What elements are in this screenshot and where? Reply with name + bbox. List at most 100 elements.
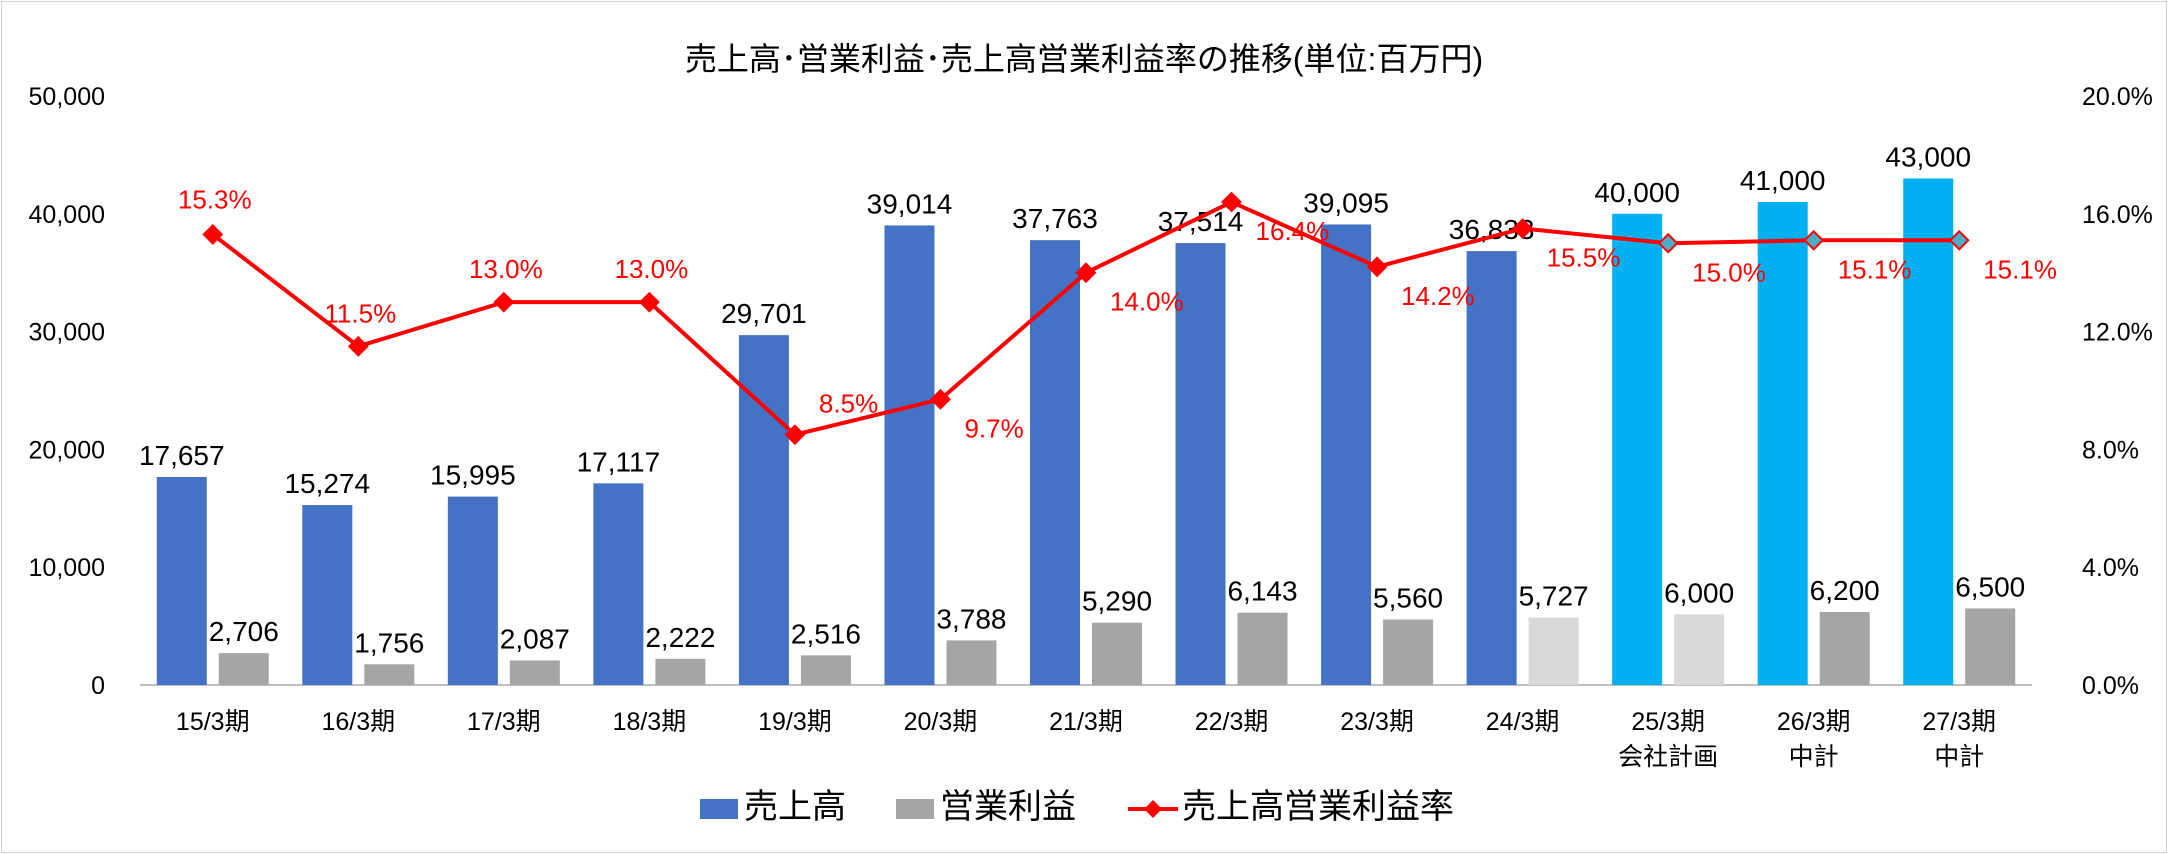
profit-rate-value-label: 15.1%: [1838, 254, 1912, 284]
y-right-tick-label: 4.0%: [2082, 554, 2139, 582]
operating-profit-value-label: 2,516: [791, 618, 861, 649]
operating-profit-bar: [218, 653, 269, 685]
x-tick-label: 18/3期: [613, 708, 687, 736]
operating-profit-bar: [800, 655, 851, 685]
y-right-tick-label: 12.0%: [2082, 319, 2153, 347]
legend-sales-label: 売上高: [744, 788, 846, 826]
sales-bar: [1612, 213, 1663, 686]
profit-rate-value-label: 15.3%: [178, 184, 252, 214]
x-tick-label: 21/3期: [1049, 708, 1123, 736]
profit-rate-marker: [930, 388, 951, 410]
operating-profit-value-label: 3,788: [936, 603, 1006, 634]
profit-rate-series-line: [211, 200, 1960, 437]
profit-rate-value-label: 16.4%: [1256, 216, 1330, 246]
profit-rate-marker: [1075, 262, 1097, 284]
profit-rate-value-label: 11.5%: [324, 298, 396, 328]
sales-bar: [1321, 224, 1372, 685]
x-tick-label: 会社計画: [1618, 743, 1718, 771]
operating-profit-value-label: 2,222: [645, 622, 715, 653]
y-left-tick-label: 20,000: [29, 436, 105, 464]
sales-bar: [593, 483, 644, 685]
y-axis-left: 0 10,000 20,000 30,000 40,000 50,000: [29, 83, 105, 700]
x-tick-label: 26/3期: [1777, 708, 1851, 736]
sales-bar: [1175, 243, 1226, 685]
y-left-tick-label: 30,000: [29, 319, 105, 347]
legend-sales-swatch: [700, 799, 738, 819]
profit-rate-marker: [1803, 229, 1825, 251]
profit-rate-value-label: 13.0%: [469, 254, 543, 284]
chart-title: 売上高･営業利益･売上高営業利益率の推移(単位:百万円): [685, 41, 1483, 77]
operating-profit-value-label: 5,727: [1519, 581, 1589, 612]
profit-rate-value-label: 14.0%: [1110, 287, 1184, 317]
sales-value-label: 37,763: [1012, 203, 1098, 234]
sales-bar: [884, 225, 935, 685]
sales-bar: [447, 496, 498, 685]
sales-bar: [738, 335, 789, 685]
x-tick-label: 中計: [1789, 743, 1839, 771]
profit-rate-value-label: 9.7%: [964, 413, 1023, 443]
y-right-tick-label: 16.0%: [2082, 201, 2153, 229]
profit-rate-marker: [1948, 229, 1970, 251]
operating-profit-value-label: 2,706: [209, 616, 279, 647]
sales-value-label: 17,117: [577, 446, 661, 477]
legend-profit-rate-label: 売上高営業利益率: [1182, 788, 1454, 826]
operating-profit-bar: [1528, 617, 1579, 685]
operating-profit-bar: [1383, 619, 1434, 685]
operating-profit-value-label: 5,560: [1373, 583, 1443, 614]
sales-bar: [302, 505, 353, 685]
operating-profit-bar: [655, 658, 706, 685]
profit-rate-marker: [1657, 232, 1679, 254]
x-tick-label: 19/3期: [758, 708, 832, 736]
y-left-tick-label: 0: [91, 672, 105, 700]
operating-profit-bar: [1674, 614, 1725, 685]
bars: [156, 178, 2016, 686]
x-tick-label: 25/3期: [1631, 708, 1705, 736]
y-left-tick-label: 10,000: [29, 554, 105, 582]
profit-rate-marker: [202, 224, 224, 245]
x-tick-label: 22/3期: [1195, 708, 1269, 736]
x-tick-label: 16/3期: [321, 708, 395, 736]
operating-profit-value-label: 5,290: [1082, 586, 1152, 617]
sales-value-label: 39,014: [867, 188, 953, 219]
operating-profit-value-label: 6,000: [1664, 577, 1734, 608]
operating-profit-bar: [1819, 611, 1870, 685]
y-right-tick-label: 0.0%: [2082, 672, 2139, 700]
legend-operating-profit-swatch: [896, 799, 934, 819]
sales-bar: [1757, 202, 1808, 685]
x-tick-label: 中計: [1934, 743, 1984, 771]
operating-profit-bar: [509, 660, 560, 685]
profit-rate-value-label: 8.5%: [819, 389, 878, 419]
sales-value-label: 15,995: [430, 460, 516, 491]
sales-bar: [1903, 178, 1954, 685]
x-tick-label: 24/3期: [1486, 708, 1560, 736]
sales-value-label: 29,701: [721, 298, 807, 329]
profit-rate-line: 15.3% 11.5% 13.0% 13.0% 8.5% 9.7% 14.0% 16.4% 14…: [178, 184, 2057, 446]
operating-profit-value-label: 6,500: [1955, 571, 2025, 602]
bar-labels: 17,657 2,706 15,274 1,756 15,995 2,087 17,117 2…: [139, 141, 2025, 658]
legend-profit-rate-marker: [1144, 800, 1162, 818]
legend-operating-profit-label: 営業利益: [940, 788, 1076, 826]
sales-value-label: 15,274: [284, 468, 370, 499]
profit-rate-marker: [1366, 256, 1388, 278]
operating-profit-bar: [364, 664, 415, 685]
sales-value-label: 43,000: [1885, 141, 1971, 172]
operating-profit-value-label: 1,756: [354, 627, 424, 658]
sales-bar: [1030, 240, 1080, 685]
profit-rate-value-label: 13.0%: [615, 254, 689, 284]
profit-rate-marker: [784, 424, 806, 446]
sales-value-label: 41,000: [1740, 165, 1826, 196]
y-left-tick-label: 50,000: [29, 83, 105, 111]
operating-profit-bar: [1965, 608, 2016, 685]
profit-rate-value-label: 15.5%: [1547, 243, 1621, 273]
sales-bar: [156, 477, 207, 685]
y-right-tick-label: 8.0%: [2082, 436, 2139, 464]
x-tick-label: 17/3期: [467, 708, 541, 736]
sales-value-label: 40,000: [1594, 177, 1680, 208]
y-axis-right: 0.0% 4.0% 8.0% 12.0% 16.0% 20.0%: [2082, 83, 2153, 700]
operating-profit-bar: [1092, 622, 1142, 685]
operating-profit-value-label: 6,200: [1810, 575, 1880, 606]
operating-profit-bar: [1237, 612, 1288, 685]
legend: 売上高 営業利益 売上高営業利益率: [700, 788, 1454, 826]
x-tick-label: 20/3期: [904, 708, 978, 736]
